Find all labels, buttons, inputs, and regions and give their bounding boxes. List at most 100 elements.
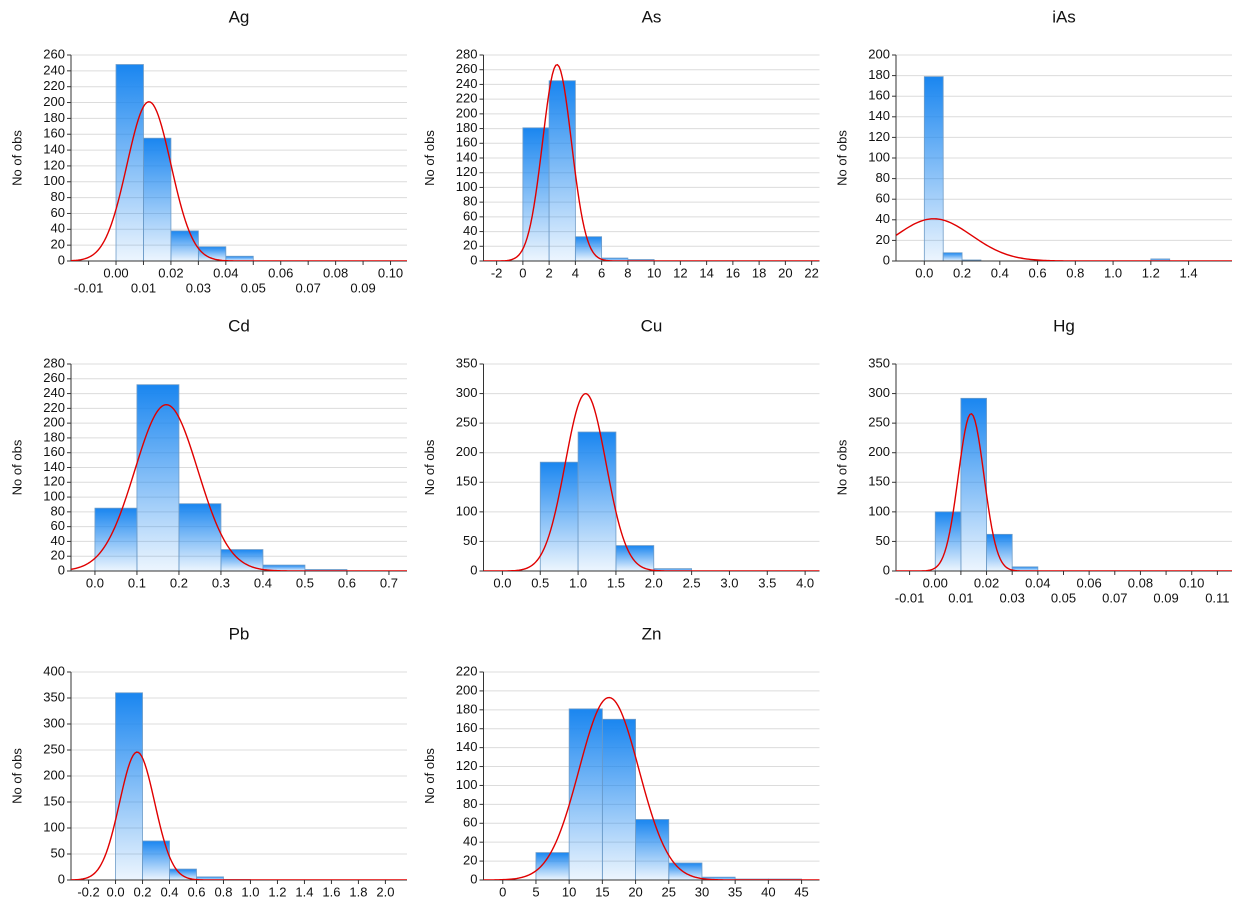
y-tick-label: 50 [463,533,477,548]
x-tick-label: -2 [491,265,503,280]
histogram-bar [94,507,138,572]
y-axis-label: No of obs [834,130,849,186]
x-tick-label: 30 [695,884,709,899]
x-tick-label: 0.0 [86,575,104,590]
y-tick-label: 160 [43,444,65,459]
y-tick-label: 40 [51,221,65,236]
x-tick-label: 18 [752,265,766,280]
y-tick-label: 300 [868,385,890,400]
y-tick-label: 300 [456,385,478,400]
y-tick-label: 40 [876,211,890,226]
normal-fit-curve [483,696,820,880]
y-tick-label: 260 [43,46,65,61]
y-tick-label: 140 [456,739,478,754]
x-tick-label: 2 [546,265,553,280]
x-tick-label: 4.0 [796,575,814,590]
x-tick-label: -0.2 [77,884,99,899]
x-tick-label: 0.1 [128,575,146,590]
x-tick-label: 0.2 [170,575,188,590]
x-tick-label: 1.6 [322,884,340,899]
x-tick-label: 0.06 [268,265,293,280]
x-tick-label: 20 [628,884,642,899]
x-tick-label: 0.2 [953,265,971,280]
x-tick-label: 0.00 [923,575,948,590]
x-tick-label: 22 [804,265,818,280]
panel-title: As [642,7,662,26]
y-tick-label: 200 [868,444,890,459]
y-tick-label: 250 [43,741,65,756]
y-tick-label: 0 [470,562,477,577]
panel-title: Ag [229,7,250,26]
x-tick-label: 0.0 [493,575,511,590]
x-tick-label: 1.0 [1104,265,1122,280]
panel-title: Cu [641,316,663,335]
histogram-bar [178,503,222,572]
x-tick-label: 2.0 [645,575,663,590]
normal-fit-curve [896,412,1232,571]
x-tick-label: 0.06 [1076,575,1101,590]
y-tick-label: 20 [51,548,65,563]
panel: Cu No of obs 0 50 100 150 200 250 300 350 0.0 0.5 1.… [422,316,820,590]
x-tick-label: 8 [624,265,631,280]
x-tick-label: 0.0 [106,884,124,899]
histogram-bar [115,64,144,262]
y-tick-label: 60 [463,815,477,830]
normal-fit-curve [71,101,407,261]
y-tick-label: 40 [51,533,65,548]
y-tick-label: 160 [43,126,65,141]
histogram-bar [142,840,170,881]
histogram-bar [635,819,670,881]
x-tick-label: 0.11 [1205,590,1229,605]
y-tick-label: 60 [51,518,65,533]
y-tick-label: 180 [456,120,478,135]
x-tick-label: 0.6 [187,884,205,899]
y-tick-label: 200 [456,444,478,459]
y-tick-label: 200 [43,767,65,782]
y-tick-label: 160 [456,720,478,735]
panel: Pb No of obs 0 50 100 150 200 250 300 350 400 -0.2 0… [9,624,407,899]
y-tick-label: 0 [470,871,477,886]
y-tick-label: 180 [43,110,65,125]
x-tick-label: 0.5 [531,575,549,590]
x-tick-label: 0.08 [323,265,348,280]
x-tick-label: 2.5 [683,575,701,590]
y-axis-label: No of obs [834,439,849,495]
y-tick-label: 40 [463,834,477,849]
histogram-bar [615,545,655,572]
x-tick-label: 0.07 [296,280,321,295]
x-tick-label: 0.00 [103,265,128,280]
histogram-bar [986,533,1013,572]
y-tick-label: 220 [456,91,478,106]
x-tick-label: 0.10 [378,265,403,280]
y-tick-label: 40 [463,223,477,238]
y-tick-label: 220 [456,663,478,678]
y-tick-label: 0 [470,252,477,267]
y-axis-label: No of obs [9,439,24,495]
y-tick-label: 20 [463,853,477,868]
x-tick-label: 0.5 [296,575,314,590]
x-tick-label: 0.0 [915,265,933,280]
normal-fit-curve [483,63,820,261]
x-tick-label: 0.01 [131,280,156,295]
x-tick-label: 0.03 [1000,590,1025,605]
x-tick-label: 0.07 [1102,590,1127,605]
y-tick-label: 100 [456,179,478,194]
y-tick-label: 60 [463,208,477,223]
y-tick-label: 280 [43,355,65,370]
normal-fit-curve [71,751,407,880]
y-tick-label: 160 [456,135,478,150]
x-tick-label: 0.03 [186,280,211,295]
x-tick-label: 2.0 [376,884,394,899]
y-tick-label: 80 [51,189,65,204]
panel-title: iAs [1052,7,1076,26]
histogram-bar [143,137,172,262]
y-tick-label: 150 [456,474,478,489]
x-tick-label: 0.6 [338,575,356,590]
y-tick-label: 80 [876,170,890,185]
y-tick-label: 220 [43,400,65,415]
x-tick-label: 0.3 [212,575,230,590]
x-tick-label: 15 [595,884,609,899]
x-tick-label: 0.4 [254,575,272,590]
x-tick-label: 1.0 [241,884,259,899]
